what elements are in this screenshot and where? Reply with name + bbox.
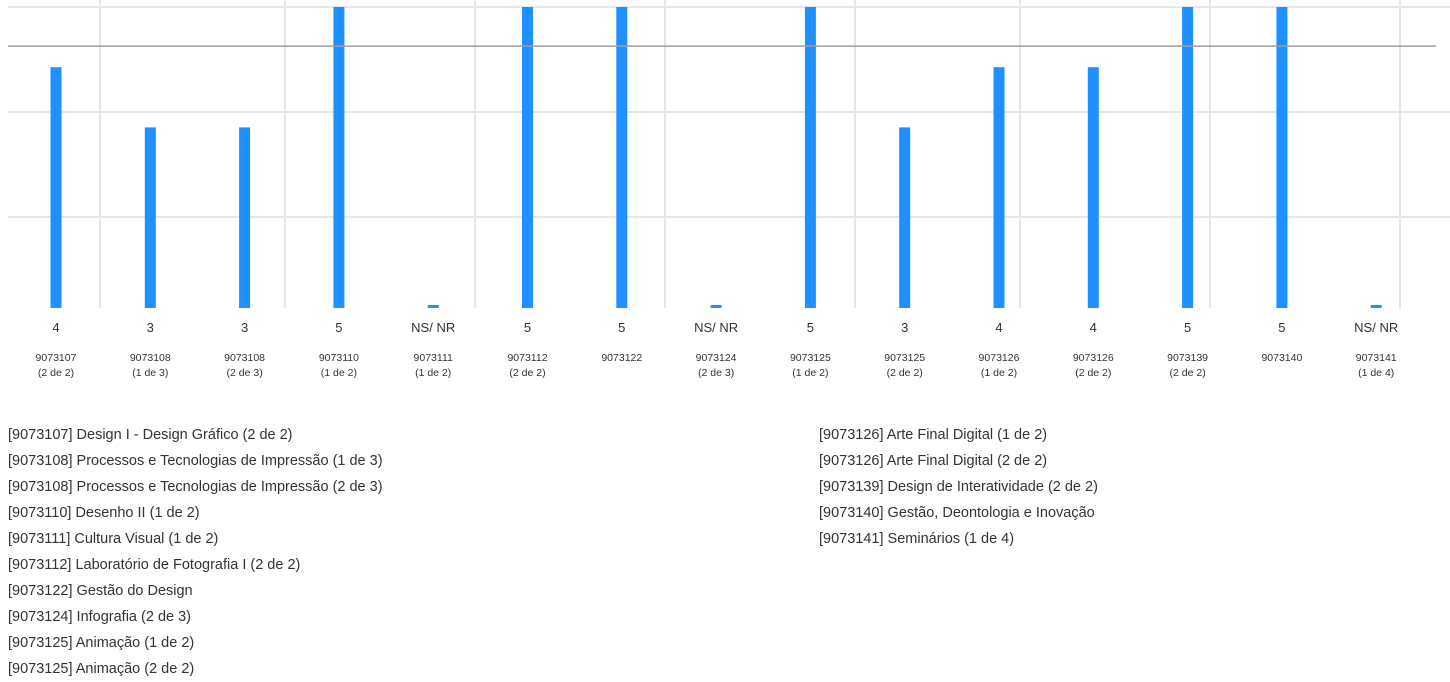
x-tick-part: (2 de 2)	[509, 367, 545, 379]
bar-value-label: NS/ NR	[1354, 320, 1398, 335]
legend-item: [9073112] Laboratório de Fotografia I (2…	[8, 557, 301, 573]
x-tick-part: (1 de 2)	[321, 367, 357, 379]
x-tick-code: 9073125	[790, 352, 831, 364]
bar-value-label: 3	[241, 320, 248, 335]
legend-item: [9073126] Arte Final Digital (1 de 2)	[819, 427, 1048, 443]
x-tick-part: (2 de 3)	[227, 367, 263, 379]
bar	[50, 67, 62, 308]
x-tick-part: (2 de 2)	[1075, 367, 1111, 379]
legend-item: [9073108] Processos e Tecnologias de Imp…	[8, 479, 383, 495]
x-tick-part: (2 de 3)	[698, 367, 734, 379]
bar-value-label: NS/ NR	[411, 320, 455, 335]
legend-item: [9073125] Animação (2 de 2)	[8, 661, 195, 677]
legend-item: [9073139] Design de Interatividade (2 de…	[819, 479, 1098, 495]
bar-value-label: 5	[524, 320, 531, 335]
x-tick-code: 9073122	[601, 352, 642, 364]
chart-bars	[50, 7, 1382, 309]
bar	[333, 7, 345, 308]
legend-left-column: [9073107] Design I - Design Gráfico (2 d…	[8, 422, 383, 682]
x-tick-part: (1 de 2)	[792, 367, 828, 379]
x-tick-part: (1 de 4)	[1358, 367, 1394, 379]
bar-value-label: 5	[1184, 320, 1191, 335]
chart-labels: 4 9073107 (2 de 2) 3 9073108 (1 de 3) 3 9073108…	[36, 320, 1399, 379]
bar	[804, 7, 816, 308]
legend-item: [9073125] Animação (1 de 2)	[8, 635, 195, 651]
x-tick-code: 9073108	[224, 352, 265, 364]
bar-value-label: 3	[901, 320, 908, 335]
x-tick-code: 9073126	[979, 352, 1020, 364]
x-tick-part: (1 de 2)	[981, 367, 1017, 379]
legend-item: [9073140] Gestão, Deontologia e Inovação	[819, 505, 1095, 521]
bar	[899, 127, 911, 309]
bar-value-label: 4	[995, 320, 1002, 335]
x-tick-code: 9073126	[1073, 352, 1114, 364]
x-tick-part: (2 de 2)	[887, 367, 923, 379]
bar	[239, 127, 251, 309]
bar	[710, 305, 722, 308]
x-tick-code: 9073108	[130, 352, 171, 364]
legend-item: [9073126] Arte Final Digital (2 de 2)	[819, 453, 1048, 469]
bar-value-label: 5	[618, 320, 625, 335]
bar-value-label: 5	[1278, 320, 1285, 335]
bar-value-label: NS/ NR	[694, 320, 738, 335]
legend-right-column: [9073126] Arte Final Digital (1 de 2) [90…	[819, 422, 1098, 552]
x-tick-code: 9073141	[1356, 352, 1397, 364]
legend-item: [9073108] Processos e Tecnologias de Imp…	[8, 453, 383, 469]
legend-item: [9073111] Cultura Visual (1 de 2)	[8, 531, 219, 547]
x-tick-part: (2 de 2)	[1170, 367, 1206, 379]
bar	[427, 305, 439, 308]
bar	[1087, 67, 1099, 308]
legend-item: [9073141] Seminários (1 de 4)	[819, 531, 1015, 547]
legend-item: [9073124] Infografia (2 de 3)	[8, 609, 191, 625]
bar	[616, 7, 628, 308]
bar-value-label: 5	[807, 320, 814, 335]
x-tick-code: 9073139	[1167, 352, 1208, 364]
bar	[1276, 7, 1288, 308]
bar-value-label: 4	[52, 320, 59, 335]
x-tick-code: 9073110	[319, 352, 359, 364]
x-tick-code: 9073124	[696, 352, 737, 364]
x-tick-part: (1 de 3)	[132, 367, 168, 379]
bar	[522, 7, 533, 308]
x-tick-code: 9073112	[507, 352, 547, 364]
x-tick-code: 9073107	[36, 352, 77, 364]
bar-chart: 4 9073107 (2 de 2) 3 9073108 (1 de 3) 3 9073108…	[8, 0, 1450, 379]
x-tick-part: (2 de 2)	[38, 367, 74, 379]
bar	[144, 127, 156, 309]
bar	[1370, 305, 1382, 308]
bar	[993, 67, 1005, 308]
bar-value-label: 4	[1090, 320, 1097, 335]
legend-item: [9073110] Desenho II (1 de 2)	[8, 505, 200, 521]
bar	[1182, 7, 1194, 308]
x-tick-code: 9073125	[884, 352, 925, 364]
bar-value-label: 3	[147, 320, 154, 335]
bar-value-label: 5	[335, 320, 342, 335]
x-tick-code: 9073111	[414, 352, 453, 364]
legend-item: [9073107] Design I - Design Gráfico (2 d…	[8, 427, 293, 443]
x-tick-part: (1 de 2)	[415, 367, 451, 379]
legend-item: [9073122] Gestão do Design	[8, 583, 193, 599]
x-tick-code: 9073140	[1261, 352, 1302, 364]
